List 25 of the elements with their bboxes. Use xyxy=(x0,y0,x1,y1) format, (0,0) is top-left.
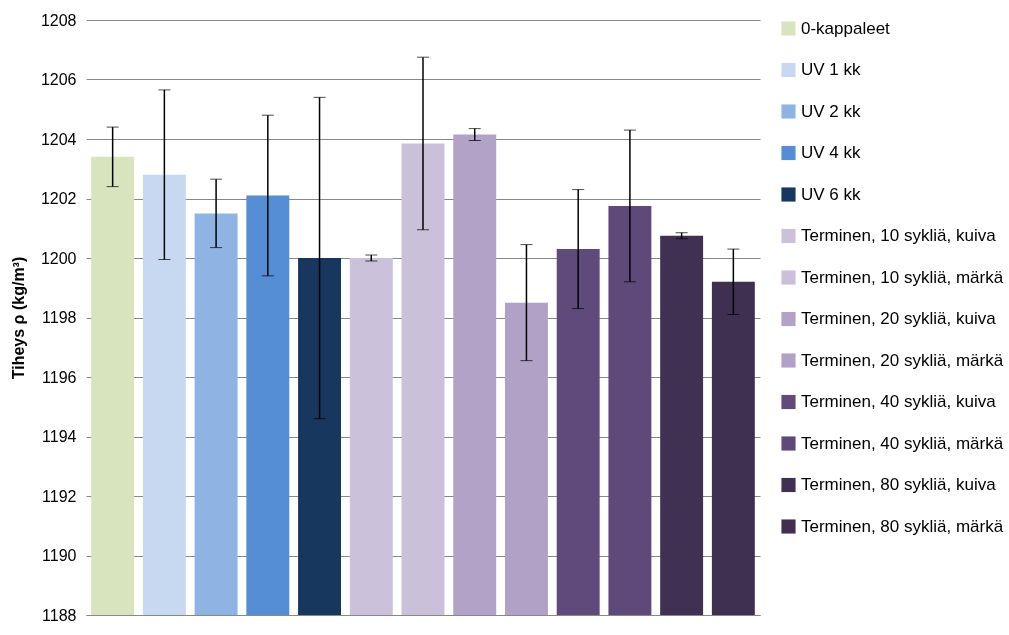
y-tick-label: 1192 xyxy=(42,487,77,505)
y-tick-label: 1200 xyxy=(40,249,77,267)
legend-label: Terminen, 20 sykliä, kuiva xyxy=(801,309,997,328)
y-tick-label: 1196 xyxy=(42,368,77,386)
legend-label: Terminen, 40 sykliä, kuiva xyxy=(801,392,997,411)
y-tick-label: 1208 xyxy=(40,11,77,29)
y-axis-title: Tiheys ρ (kg/m³) xyxy=(9,256,27,380)
legend-label: Terminen, 40 sykliä, märkä xyxy=(801,433,1004,453)
y-tick-label: 1204 xyxy=(40,130,77,148)
legend-label: UV 2 kk xyxy=(801,101,862,121)
y-tick-label: 1188 xyxy=(42,606,77,624)
legend-label: Terminen, 80 sykliä, kuiva xyxy=(801,475,997,494)
legend-label: UV 1 kk xyxy=(801,60,862,79)
y-tick-label: 1206 xyxy=(40,71,77,88)
legend-label: 0-kappaleet xyxy=(801,18,891,38)
legend-label: Terminen, 20 sykliä, märkä xyxy=(801,350,1004,370)
legend-label: UV 4 kk xyxy=(801,143,862,162)
legend-label: Terminen, 10 sykliä, märkä xyxy=(801,267,1004,287)
y-tick-label: 1190 xyxy=(42,547,77,564)
legend-label: Terminen, 10 sykliä, kuiva xyxy=(801,226,997,245)
y-tick-label: 1194 xyxy=(42,428,77,445)
y-tick-label: 1202 xyxy=(40,190,77,207)
legend-label: Terminen, 80 sykliä, märkä xyxy=(801,516,1004,536)
legend-label: UV 6 kk xyxy=(801,184,862,204)
y-tick-label: 1198 xyxy=(42,309,77,326)
